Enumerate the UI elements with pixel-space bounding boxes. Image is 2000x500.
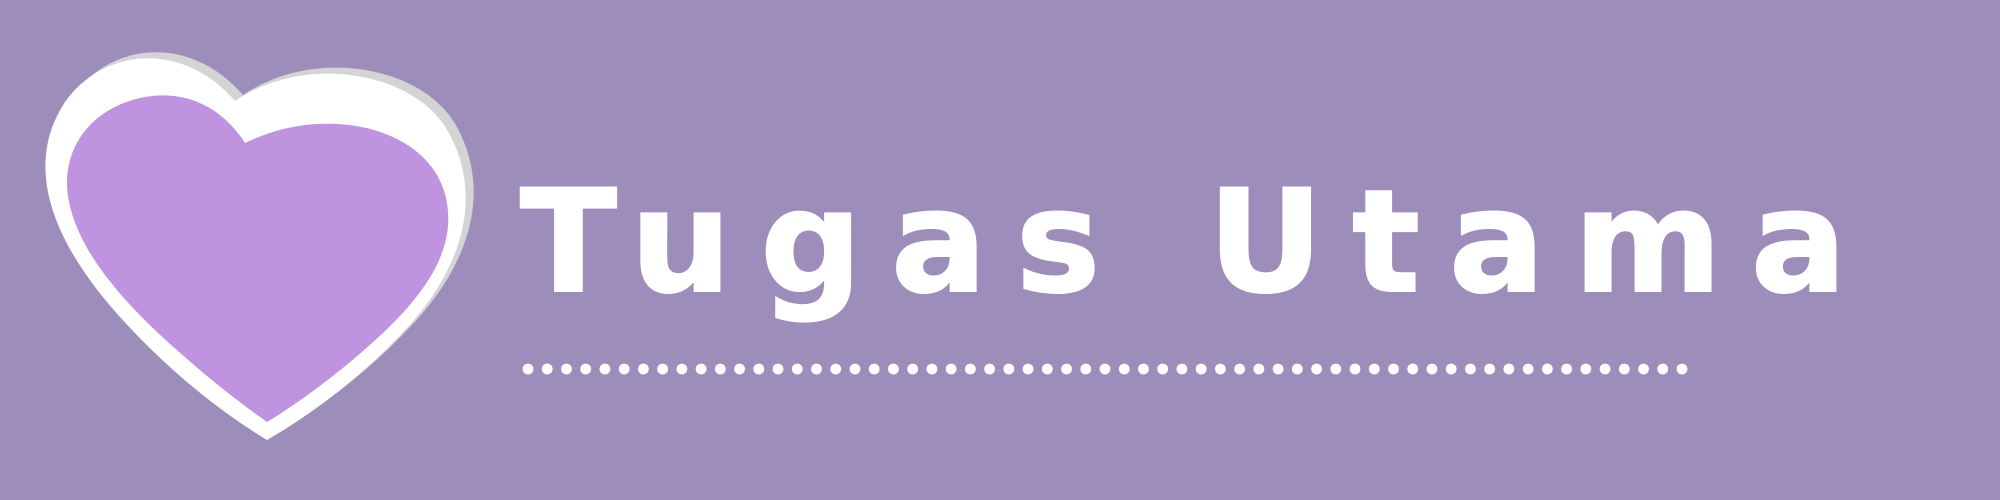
divider-dot (599, 363, 611, 375)
divider-dot (1368, 363, 1380, 375)
divider-dot (1234, 363, 1246, 375)
divider-dot (1330, 363, 1342, 375)
divider-dot (1099, 363, 1111, 375)
divider-dot (1580, 363, 1592, 375)
divider-dot (791, 363, 803, 375)
divider-dot (868, 363, 880, 375)
divider-dot (1599, 363, 1611, 375)
divider-dot (753, 363, 765, 375)
divider-dot (1080, 363, 1092, 375)
divider-dot (1291, 363, 1303, 375)
divider-dot (1215, 363, 1226, 375)
divider-dot (1118, 363, 1130, 375)
title-container: Tugas Utama (519, 158, 1848, 328)
divider-dot (657, 363, 669, 375)
divider-dot (561, 363, 572, 375)
divider-dot (772, 363, 784, 375)
divider-dot (1445, 363, 1457, 375)
divider-dot (1388, 363, 1399, 375)
divider-dot (714, 363, 726, 375)
divider-dot (1003, 363, 1015, 375)
divider-dot (907, 363, 919, 375)
divider-dot (1465, 363, 1476, 375)
divider-dot (888, 363, 899, 375)
divider-dot (1311, 363, 1322, 375)
page-title: Tugas Utama (519, 160, 1876, 325)
divider-dot (811, 363, 822, 375)
divider-dot (1618, 363, 1630, 375)
divider-dot (1522, 363, 1534, 375)
divider-dot (926, 363, 938, 375)
divider-dot (1541, 363, 1553, 375)
divider-dot (580, 363, 592, 375)
divider-dot (1676, 363, 1688, 375)
divider-dot (1349, 363, 1361, 375)
divider-dot (830, 363, 842, 375)
divider-dot (676, 363, 688, 375)
divider-dot (1157, 363, 1169, 375)
divider-dot (984, 363, 995, 375)
divider-dot (695, 363, 707, 375)
divider-dot (1253, 363, 1265, 375)
divider-dot (1638, 363, 1649, 375)
heart-icon (30, 45, 500, 455)
divider-dot (1561, 363, 1572, 375)
divider-dot (849, 363, 861, 375)
heart-fill (66, 95, 449, 422)
divider-dot (945, 363, 957, 375)
divider-dot (1022, 363, 1034, 375)
divider-dot (1272, 363, 1284, 375)
divider-dot (1503, 363, 1515, 375)
divider-dot (1407, 363, 1419, 375)
divider-dot (1041, 363, 1053, 375)
dotted-divider (520, 359, 1690, 379)
divider-dot (541, 363, 553, 375)
divider-dot (618, 363, 630, 375)
divider-dot (522, 363, 534, 375)
divider-dot (1657, 363, 1669, 375)
divider-dot (1195, 363, 1207, 375)
divider-dot (1176, 363, 1188, 375)
divider-dot (1061, 363, 1072, 375)
divider-dot (1484, 363, 1496, 375)
divider-dot (964, 363, 976, 375)
divider-dot (734, 363, 745, 375)
divider-dot (1426, 363, 1438, 375)
divider-dot (638, 363, 649, 375)
divider-dot (1138, 363, 1149, 375)
